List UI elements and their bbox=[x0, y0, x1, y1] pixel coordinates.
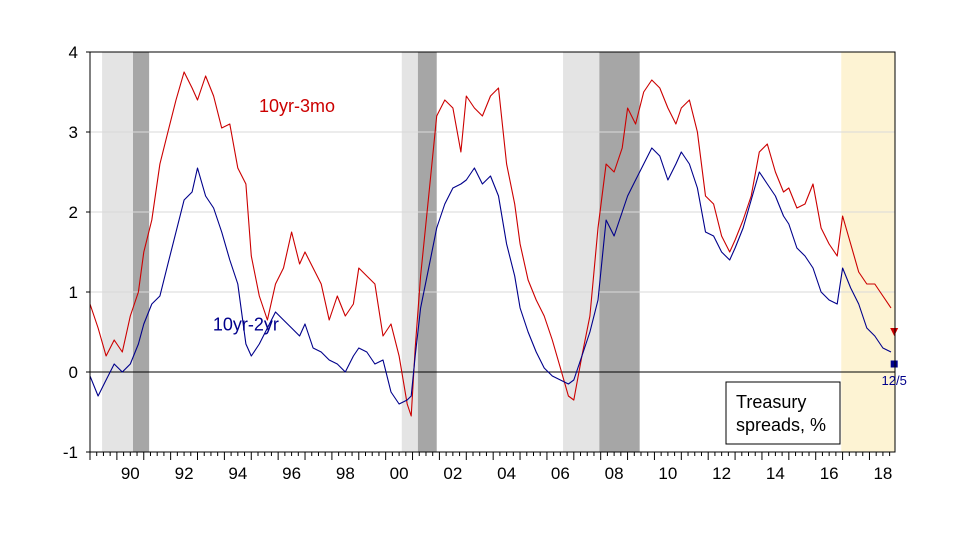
x-tick-label: 16 bbox=[820, 464, 839, 483]
x-tick-label: 04 bbox=[497, 464, 516, 483]
plot-border bbox=[89, 51, 896, 453]
plot-frame bbox=[89, 51, 896, 453]
shaded-region-highlight-6 bbox=[841, 52, 895, 452]
series-line-10yr-3mo bbox=[89, 71, 892, 417]
x-tick-label: 94 bbox=[228, 464, 247, 483]
shaded-region-light-4 bbox=[563, 52, 600, 452]
x-tick-label: 12 bbox=[712, 464, 731, 483]
legend-text-line: spreads, % bbox=[736, 415, 826, 435]
shaded-region-recession-5 bbox=[599, 52, 640, 452]
series-line-10yr-2yr bbox=[89, 147, 892, 405]
x-tick-label: 08 bbox=[605, 464, 624, 483]
x-tick-label: 14 bbox=[766, 464, 785, 483]
y-tick-label: 3 bbox=[69, 123, 78, 142]
y-tick-label: 2 bbox=[69, 203, 78, 222]
x-tick-label: 02 bbox=[443, 464, 462, 483]
shaded-region-recession-3 bbox=[417, 52, 437, 452]
x-tick-label: 98 bbox=[336, 464, 355, 483]
x-tick-label: 00 bbox=[390, 464, 409, 483]
legend-box: Treasury spreads, % bbox=[725, 381, 841, 445]
grid-lines bbox=[90, 131, 895, 293]
shaded-region-light-0 bbox=[102, 52, 134, 452]
latest-point-markers bbox=[890, 328, 899, 368]
marker-square-10yr-2yr bbox=[890, 360, 898, 368]
x-axis: 90 92 94 96 98 00 02 04 06 08 10 12 14 16 18 bbox=[89, 452, 892, 483]
shaded-regions bbox=[102, 52, 895, 452]
x-tick-label: 10 bbox=[658, 464, 677, 483]
shaded-region-light-2 bbox=[401, 52, 418, 452]
x-tick-label: 90 bbox=[121, 464, 140, 483]
legend-text-line: Treasury bbox=[736, 392, 806, 412]
series-label-10yr-3mo: 10yr-3mo bbox=[259, 96, 335, 116]
x-tick-label: 18 bbox=[873, 464, 892, 483]
series-label-10yr-2yr: 10yr-2yr bbox=[213, 314, 279, 334]
y-axis: -1 0 1 2 3 4 bbox=[63, 43, 90, 462]
legend-frame bbox=[725, 381, 841, 445]
shaded-region-recession-1 bbox=[133, 52, 150, 452]
y-tick-label: -1 bbox=[63, 443, 78, 462]
x-tick-label: 06 bbox=[551, 464, 570, 483]
series-lines bbox=[89, 71, 892, 417]
marker-triangle-10yr-3mo bbox=[890, 328, 899, 336]
y-tick-label: 4 bbox=[69, 43, 78, 62]
x-tick-label: 92 bbox=[175, 464, 194, 483]
series-labels: 10yr-3mo 10yr-2yr 12/5 bbox=[213, 96, 907, 388]
y-tick-label: 1 bbox=[69, 283, 78, 302]
y-tick-label: 0 bbox=[69, 363, 78, 382]
x-tick-label: 96 bbox=[282, 464, 301, 483]
latest-date-annotation: 12/5 bbox=[882, 373, 907, 388]
